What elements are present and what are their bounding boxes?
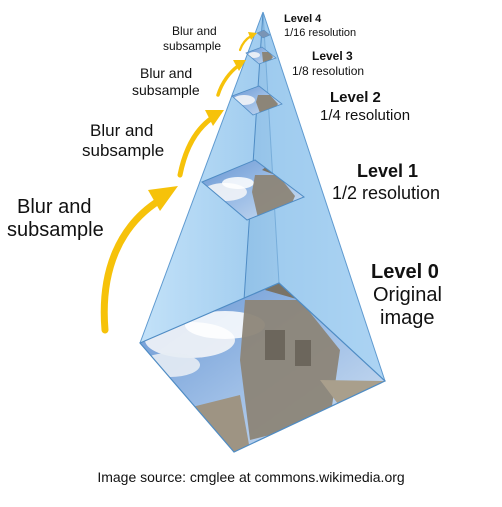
level-2-resolution: 1/4 resolution xyxy=(320,107,411,124)
pyramid-right-edge xyxy=(262,11,386,382)
level-4-title: Level 4 xyxy=(284,13,322,25)
blur-label-3-line-2: subsample xyxy=(132,82,200,98)
blur-label-1-line-1: Blur and xyxy=(17,196,92,218)
blur-label-2-line-2: subsample xyxy=(82,141,165,160)
level-1-resolution: 1/2 resolution xyxy=(332,183,441,203)
level-0-title: Level 0 xyxy=(371,261,439,283)
level-2-title: Level 2 xyxy=(330,89,381,106)
blur-label-4-line-2: subsample xyxy=(163,39,222,53)
level-4-resolution: 1/16 resolution xyxy=(284,27,357,39)
blur-arrow-3-head xyxy=(233,60,246,71)
blur-arrow-2 xyxy=(177,115,215,178)
blur-arrow-3 xyxy=(216,64,240,97)
level-3-title: Level 3 xyxy=(312,49,353,63)
blur-arrow-1-head xyxy=(148,186,178,211)
blur-label-1-line-2: subsample xyxy=(7,219,104,241)
blur-label-3-line-1: Blur and xyxy=(140,65,193,81)
level-0-subtitle-line-1: Original xyxy=(373,284,442,306)
image-source-caption: Image source: cmglee at commons.wikimedi… xyxy=(97,469,405,485)
blur-arrow-4 xyxy=(238,34,253,52)
blur-arrow-1 xyxy=(100,196,164,334)
level-4-image xyxy=(256,29,271,39)
blur-arrow-2-head xyxy=(205,110,224,126)
blur-arrow-4-head xyxy=(248,32,257,40)
level-0-subtitle-line-2: image xyxy=(380,307,435,329)
blur-label-2-line-1: Blur and xyxy=(90,121,154,140)
level-3-resolution: 1/8 resolution xyxy=(292,64,365,78)
level-1-title: Level 1 xyxy=(357,161,419,181)
blur-label-4-line-1: Blur and xyxy=(172,24,217,38)
pyramid-left-edge xyxy=(139,11,264,344)
